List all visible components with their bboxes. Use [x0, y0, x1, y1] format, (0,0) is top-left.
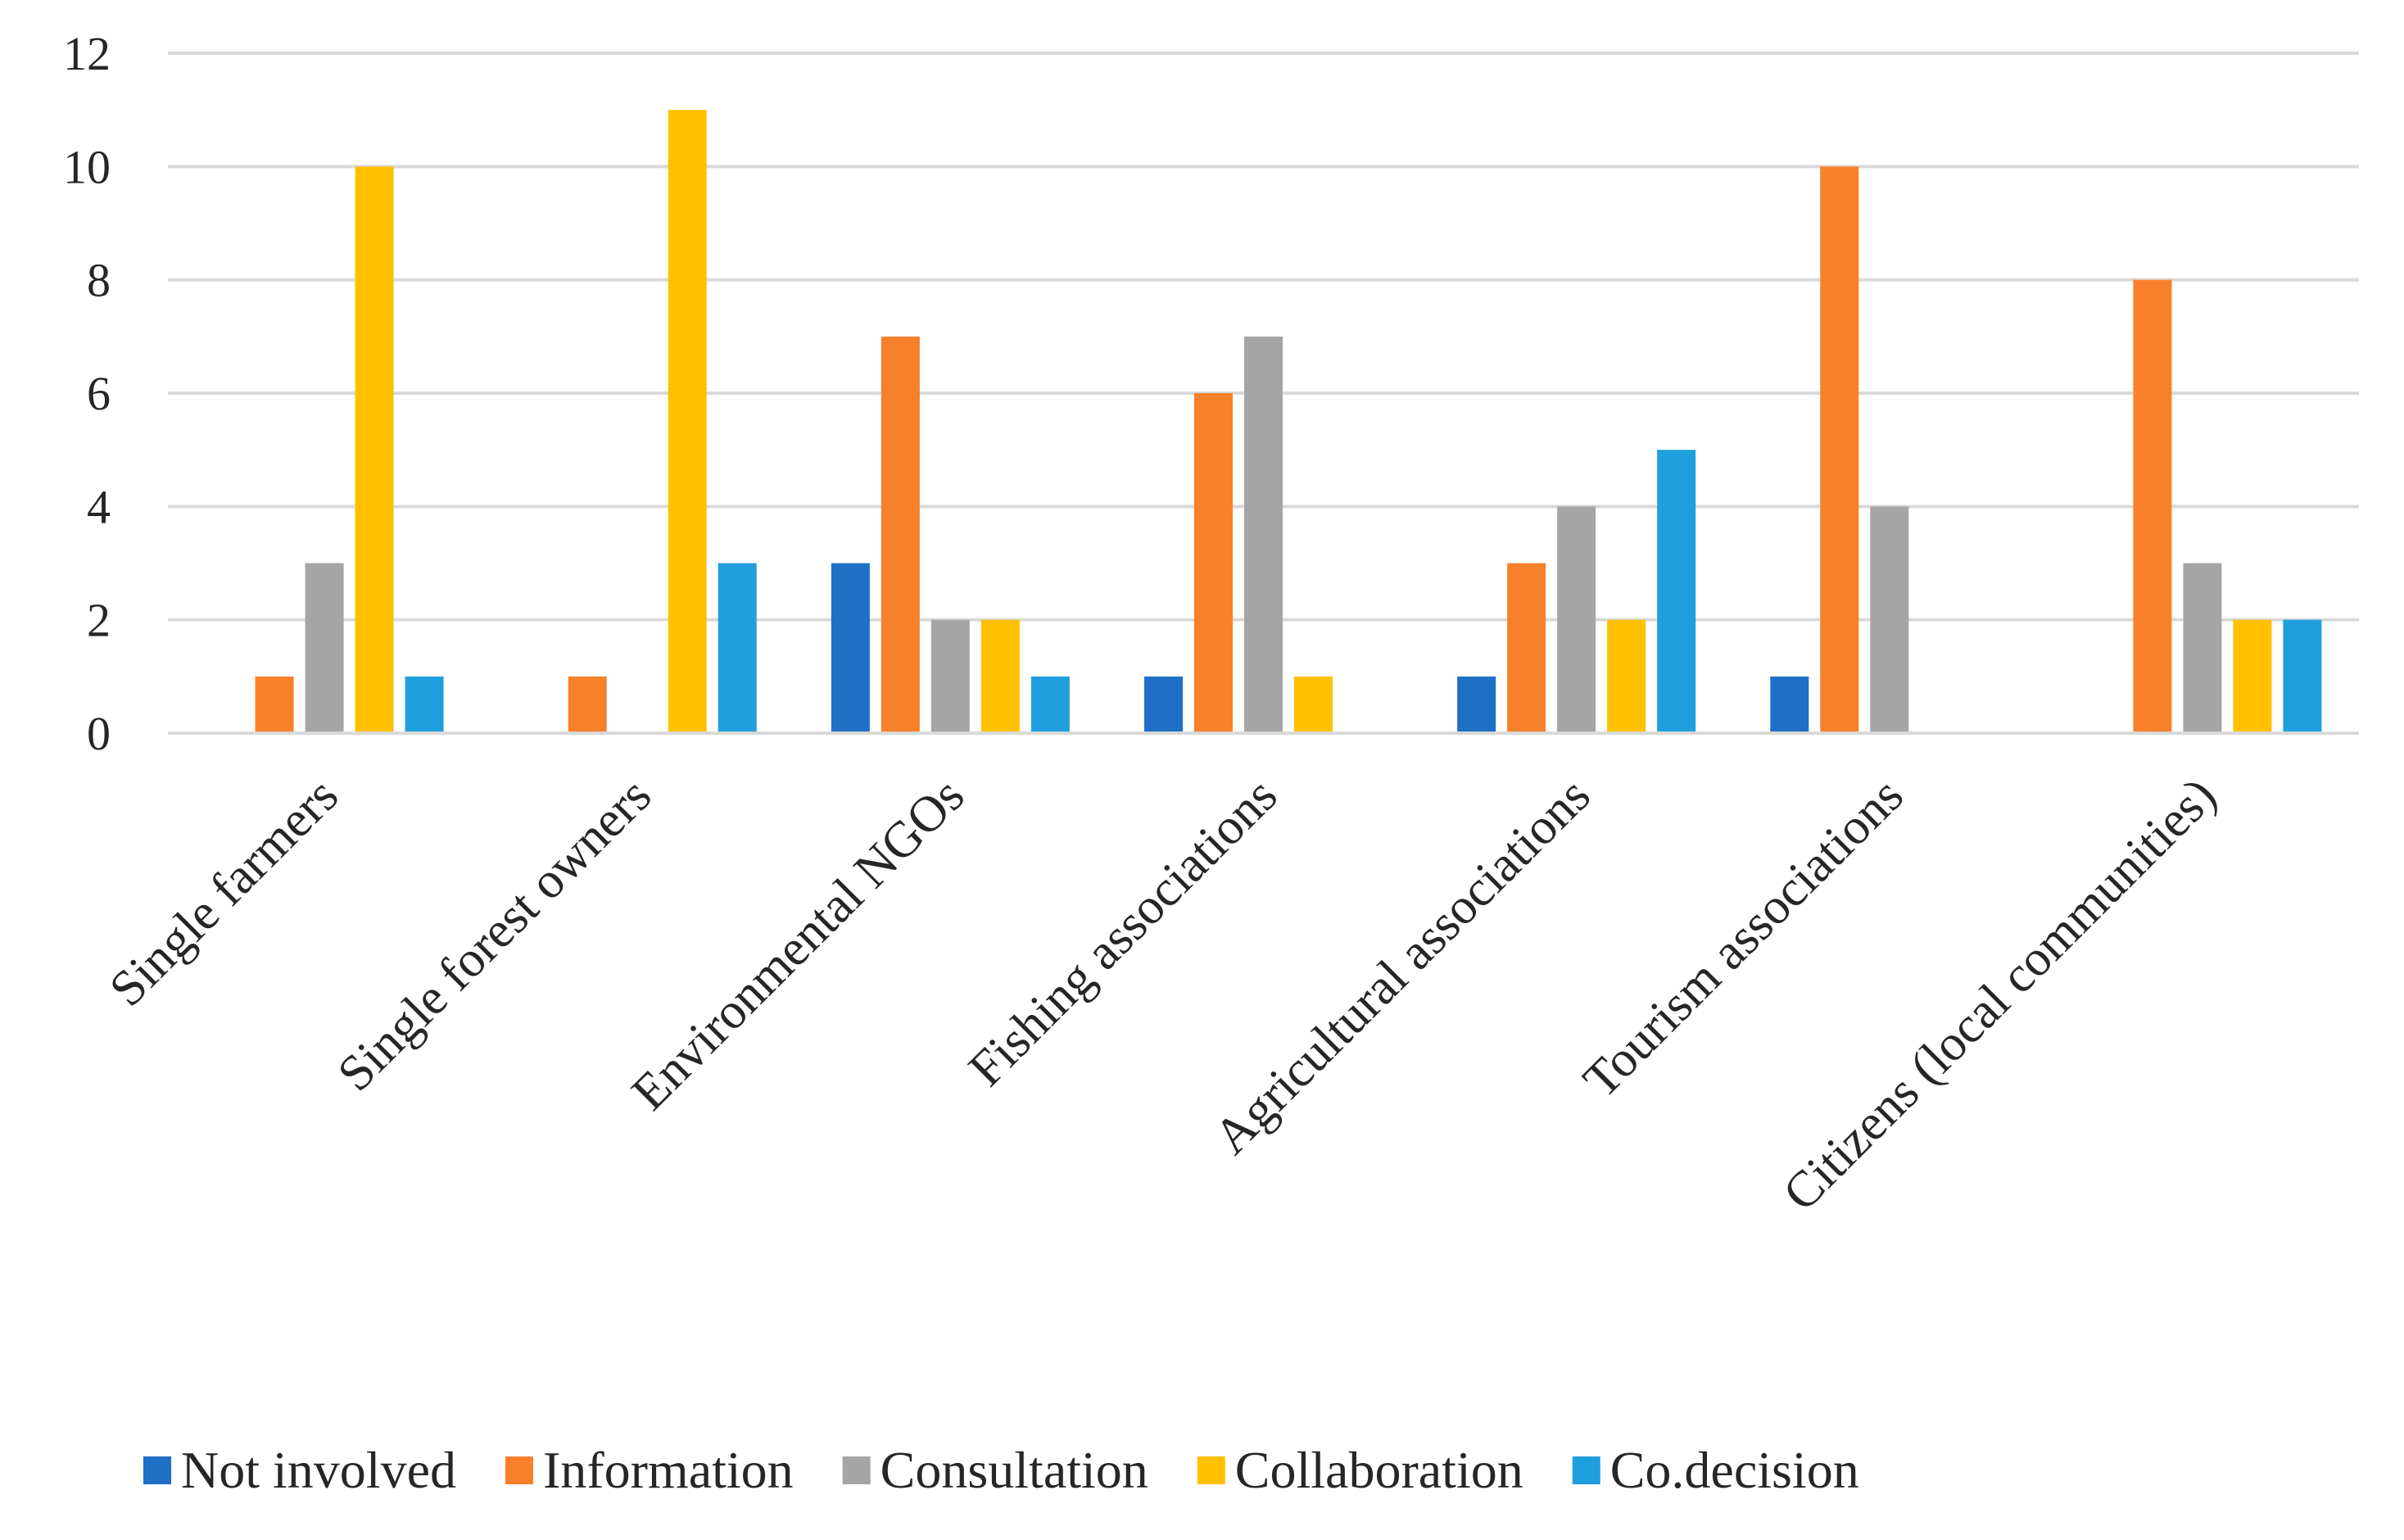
legend-label: Information — [543, 1441, 794, 1499]
bar — [1770, 676, 1809, 733]
bar — [355, 166, 394, 734]
y-tick-label: 8 — [87, 254, 111, 307]
legend-label: Not involved — [181, 1441, 456, 1499]
bar — [930, 619, 970, 733]
legend-swatch — [143, 1456, 171, 1484]
bar — [2133, 279, 2172, 734]
bar — [2183, 563, 2222, 733]
bar — [1507, 563, 1546, 733]
y-tick-label: 0 — [87, 707, 111, 760]
legend: Not involved Information Consultation Colla… — [143, 1441, 1859, 1499]
bar — [305, 563, 344, 733]
bar — [1820, 166, 1859, 734]
bar — [1294, 676, 1333, 733]
bar — [980, 619, 1020, 733]
bar — [1144, 676, 1183, 733]
legend-label: Collaboration — [1235, 1441, 1523, 1499]
bar — [1557, 506, 1596, 733]
bar — [1194, 393, 1233, 733]
bar — [1030, 676, 1070, 733]
bar — [255, 676, 294, 733]
x-category-label: Fishing associations — [958, 768, 1288, 1097]
legend-swatch — [842, 1456, 871, 1484]
bar — [1244, 336, 1283, 733]
x-category-label: Environmental NGOs — [622, 768, 976, 1121]
bar — [1870, 506, 1909, 733]
y-tick-label: 2 — [87, 594, 111, 647]
bar — [881, 336, 920, 733]
bar — [1607, 619, 1646, 733]
x-category-label: Single farmers — [99, 768, 349, 1017]
legend-swatch — [1572, 1456, 1600, 1484]
bar — [668, 110, 707, 733]
bar — [405, 676, 444, 733]
y-tick-label: 4 — [87, 480, 111, 533]
bar — [1657, 450, 1696, 733]
y-axis-ticks: 0 2 4 6 8 10 12 — [63, 27, 111, 760]
bar — [831, 563, 870, 733]
legend-label: Consultation — [881, 1441, 1148, 1499]
legend-label: Co.decision — [1610, 1441, 1859, 1499]
bar — [568, 676, 607, 733]
bar — [2233, 619, 2272, 733]
bars — [255, 110, 2322, 734]
bar — [1457, 676, 1496, 733]
y-tick-label: 6 — [87, 367, 111, 420]
legend-swatch — [505, 1456, 533, 1484]
bar — [2283, 619, 2322, 733]
x-category-label: Single forest owners — [328, 768, 662, 1102]
y-tick-label: 10 — [63, 140, 111, 193]
bar — [718, 563, 757, 733]
legend-swatch — [1197, 1456, 1225, 1484]
x-category-label: Tourism associations — [1573, 768, 1913, 1108]
y-tick-label: 12 — [63, 27, 111, 80]
